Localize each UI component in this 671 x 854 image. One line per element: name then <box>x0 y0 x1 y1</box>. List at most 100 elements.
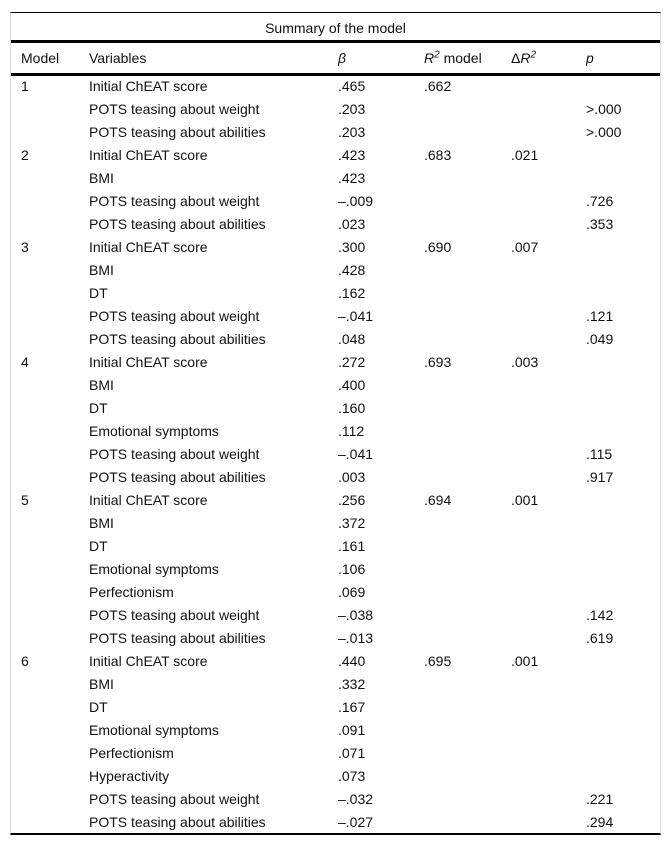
cell-r2 <box>424 327 511 350</box>
cell-r2 <box>424 534 511 557</box>
cell-variable: POTS teasing about weight <box>89 307 260 324</box>
cell-r2 <box>424 304 511 327</box>
cell-dr2: .007 <box>511 238 539 255</box>
cell-model <box>11 603 89 626</box>
cell-variable: Initial ChEAT score <box>89 491 208 508</box>
cell-r2: .695 <box>424 652 452 669</box>
column-header-beta: β <box>338 49 346 66</box>
table-row: Perfectionism .071 <box>11 741 660 764</box>
cell-dr2 <box>511 442 586 465</box>
table-row: 4 Initial ChEAT score .272 .693 .003 <box>11 350 660 373</box>
cell-beta: .332 <box>338 675 366 692</box>
cell-p: >.000 <box>586 100 622 117</box>
cell-r2: .683 <box>424 146 452 163</box>
cell-dr2 <box>511 534 586 557</box>
cell-variable: Initial ChEAT score <box>89 78 208 95</box>
cell-beta: .203 <box>338 100 366 117</box>
cell-beta: .256 <box>338 491 366 508</box>
cell-model <box>11 281 89 304</box>
cell-r2 <box>424 810 511 833</box>
cell-model <box>11 212 89 235</box>
cell-beta: .423 <box>338 146 366 163</box>
cell-variable: DT <box>89 284 108 301</box>
cell-beta: .300 <box>338 238 366 255</box>
cell-p <box>586 258 660 281</box>
cell-p <box>586 511 660 534</box>
model-table: Model Variables β R2 model ΔR2 p 1 Initial ChE… <box>11 43 660 833</box>
table-row: DT .162 <box>11 281 660 304</box>
table-row: BMI .372 <box>11 511 660 534</box>
cell-beta: .428 <box>338 261 366 278</box>
table-row: DT .161 <box>11 534 660 557</box>
cell-p <box>586 580 660 603</box>
cell-r2: .694 <box>424 491 452 508</box>
cell-variable: Initial ChEAT score <box>89 652 208 669</box>
table-row: POTS teasing about abilities .023 .353 <box>11 212 660 235</box>
cell-dr2 <box>511 626 586 649</box>
cell-beta: –.013 <box>338 629 374 646</box>
cell-variable: BMI <box>89 261 114 278</box>
cell-variable: Initial ChEAT score <box>89 353 208 370</box>
cell-model <box>11 304 89 327</box>
cell-beta: .203 <box>338 123 366 140</box>
cell-r2 <box>424 189 511 212</box>
cell-variable: POTS teasing about abilities <box>89 215 266 232</box>
cell-variable: POTS teasing about abilities <box>89 629 266 646</box>
cell-beta: .372 <box>338 514 366 531</box>
summary-table: Summary of the model Model Variables β R2 m… <box>10 12 661 835</box>
table-row: POTS teasing about weight –.009 .726 <box>11 189 660 212</box>
cell-dr2 <box>511 557 586 580</box>
cell-beta: .465 <box>338 78 366 95</box>
cell-beta: .167 <box>338 698 366 715</box>
column-header-r2: R2 model <box>424 49 482 66</box>
cell-model <box>11 166 89 189</box>
cell-r2 <box>424 396 511 419</box>
table-title: Summary of the model <box>11 13 660 43</box>
cell-variable: POTS teasing about weight <box>89 790 260 807</box>
cell-dr2 <box>511 764 586 787</box>
cell-r2: .693 <box>424 353 452 370</box>
cell-model <box>11 465 89 488</box>
cell-p <box>586 235 660 258</box>
cell-dr2 <box>511 718 586 741</box>
cell-beta: .071 <box>338 744 366 761</box>
cell-dr2 <box>511 465 586 488</box>
cell-p <box>586 741 660 764</box>
table-row: BMI .423 <box>11 166 660 189</box>
cell-p: .142 <box>586 606 614 623</box>
cell-beta: .400 <box>338 376 366 393</box>
cell-r2 <box>424 419 511 442</box>
table-row: 2 Initial ChEAT score .423 .683 .021 <box>11 143 660 166</box>
cell-variable: POTS teasing about weight <box>89 606 260 623</box>
cell-variable: POTS teasing about abilities <box>89 468 266 485</box>
table-row: POTS teasing about weight –.032 .221 <box>11 787 660 810</box>
cell-dr2 <box>511 74 586 97</box>
table-row: POTS teasing about weight –.041 .115 <box>11 442 660 465</box>
cell-model <box>11 511 89 534</box>
cell-variable: DT <box>89 537 108 554</box>
cell-model <box>11 534 89 557</box>
cell-model: 2 <box>21 146 29 163</box>
cell-model <box>11 764 89 787</box>
cell-p <box>586 281 660 304</box>
cell-model <box>11 396 89 419</box>
cell-model <box>11 810 89 833</box>
cell-model <box>11 695 89 718</box>
cell-dr2 <box>511 120 586 143</box>
cell-dr2: .001 <box>511 652 539 669</box>
cell-model: 3 <box>21 238 29 255</box>
cell-dr2 <box>511 189 586 212</box>
cell-beta: .091 <box>338 721 366 738</box>
cell-dr2 <box>511 511 586 534</box>
cell-model: 6 <box>21 652 29 669</box>
cell-r2 <box>424 718 511 741</box>
cell-beta: –.009 <box>338 192 374 209</box>
cell-model <box>11 189 89 212</box>
cell-variable: Emotional symptoms <box>89 422 219 439</box>
cell-beta: .440 <box>338 652 366 669</box>
cell-p <box>586 143 660 166</box>
cell-dr2 <box>511 396 586 419</box>
cell-beta: –.038 <box>338 606 374 623</box>
cell-beta: .160 <box>338 399 366 416</box>
cell-beta: .161 <box>338 537 366 554</box>
